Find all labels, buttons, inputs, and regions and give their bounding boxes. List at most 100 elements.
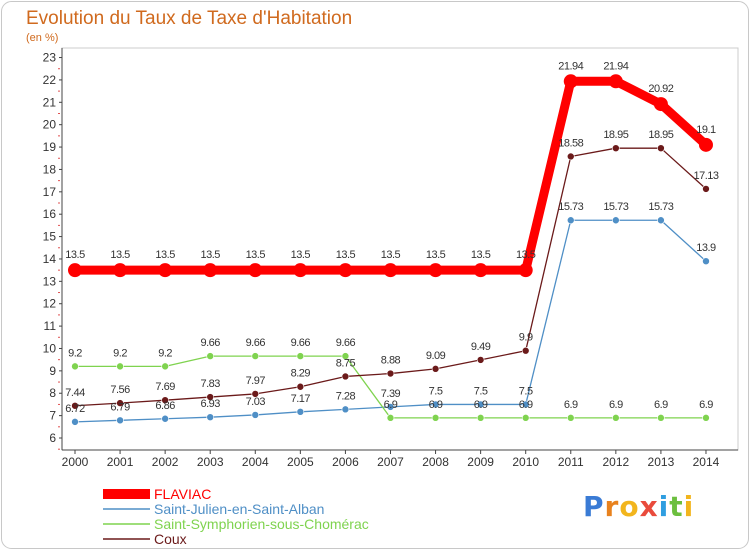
data-point: [657, 216, 665, 225]
data-point: [566, 216, 575, 225]
x-tick-label: 2002: [152, 455, 179, 469]
x-tick-label: 2004: [242, 455, 269, 469]
data-point: [341, 352, 350, 360]
data-point: [476, 356, 485, 364]
data-point: [431, 414, 440, 422]
proxiti-logo: Proxiti: [583, 490, 694, 523]
data-label: 17.13: [693, 170, 718, 182]
data-label: 9.66: [246, 337, 266, 349]
y-tick-label: 23: [43, 51, 57, 65]
logo-letter: i: [684, 490, 695, 523]
data-label: 6.79: [110, 401, 130, 413]
legend-label: Saint-Julien-en-Saint-Alban: [154, 501, 324, 517]
data-point: [71, 418, 79, 426]
y-tick-label: 10: [43, 341, 57, 355]
data-point: [518, 263, 533, 278]
data-point: [113, 263, 128, 278]
x-tick-label: 2008: [422, 455, 449, 469]
data-point: [293, 263, 308, 278]
data-point: [71, 401, 79, 410]
x-tick-label: 2013: [648, 455, 675, 469]
data-point: [68, 263, 82, 278]
y-tick-label: 18: [43, 162, 57, 176]
x-tick-label: 2012: [602, 455, 629, 469]
data-label: 6.9: [519, 399, 533, 411]
chart-subtitle: (en %): [26, 32, 58, 44]
data-label: 6.9: [699, 399, 713, 411]
data-label: 9.9: [519, 332, 533, 344]
series-0: [68, 74, 713, 278]
data-point: [296, 408, 305, 416]
y-tick-label: 7: [49, 409, 56, 423]
series-1: [71, 216, 710, 426]
data-label: 7.83: [200, 378, 220, 390]
data-label: 13.5: [155, 249, 175, 261]
data-label: 15.73: [648, 201, 673, 213]
data-point: [566, 152, 575, 161]
x-tick-label: 2006: [332, 455, 359, 469]
data-point: [612, 216, 620, 225]
y-tick-label: 19: [43, 140, 57, 154]
data-label: 13.9: [696, 242, 716, 254]
data-label: 7.5: [474, 385, 488, 397]
data-point: [386, 414, 395, 422]
data-label: 6.9: [429, 399, 443, 411]
data-point: [521, 414, 530, 422]
y-tick-label: 15: [43, 230, 57, 244]
x-tick-label: 2005: [287, 455, 314, 469]
data-label: 9.66: [336, 337, 356, 349]
data-label: 15.73: [603, 201, 628, 213]
data-point: [206, 393, 215, 401]
data-point: [386, 369, 395, 378]
data-label: 7.5: [429, 385, 443, 397]
y-tick-label: 17: [43, 185, 57, 199]
data-point: [248, 263, 263, 278]
logo-letter: r: [605, 490, 620, 523]
data-label: 9.49: [471, 341, 491, 353]
x-tick-label: 2011: [558, 455, 584, 469]
data-label: 6.9: [609, 399, 623, 411]
y-tick-label: 21: [43, 95, 57, 109]
y-tick-label: 9: [49, 364, 56, 378]
y-tick-label: 12: [43, 297, 57, 311]
data-label: 7.97: [246, 375, 266, 387]
data-label: 8.29: [291, 368, 311, 380]
y-tick-label: 11: [44, 319, 57, 333]
data-label: 20.92: [648, 83, 673, 95]
data-point: [473, 263, 488, 278]
data-point: [657, 414, 665, 422]
data-label: 13.5: [246, 249, 266, 261]
data-point: [251, 390, 260, 398]
data-point: [206, 352, 215, 360]
data-label: 13.5: [426, 249, 446, 261]
data-point: [563, 74, 578, 89]
data-label: 13.5: [516, 249, 536, 261]
y-tick-label: 22: [43, 73, 57, 87]
data-point: [341, 372, 350, 381]
data-label: 13.5: [291, 249, 311, 261]
logo-letter: t: [669, 490, 683, 523]
legend-label: FLAVIAC: [154, 486, 211, 502]
y-tick-label: 6: [49, 431, 56, 445]
data-label: 18.58: [558, 137, 583, 149]
data-point: [161, 414, 169, 423]
data-label: 13.5: [336, 249, 356, 261]
series-3: [71, 144, 710, 410]
data-point: [338, 263, 353, 278]
data-labels: 6.72 6.79 6.86 6.93 7.03 7.17 7.28 7.39 7.5 7.5 7.…: [65, 60, 719, 415]
data-label: 6.93: [200, 398, 220, 410]
legend-label: Coux: [154, 531, 187, 547]
data-label: 7.39: [381, 388, 401, 400]
data-point: [431, 400, 440, 409]
data-point: [341, 405, 350, 414]
data-label: 21.94: [558, 60, 583, 72]
x-tick-label: 2001: [107, 455, 134, 469]
logo-text: Proxiti: [583, 490, 694, 523]
x-tick-label: 2014: [693, 455, 720, 469]
data-point: [476, 414, 485, 422]
legend: FLAVIACSaint-Julien-en-Saint-AlbanSaint-…: [103, 486, 369, 547]
data-label: 6.86: [155, 400, 175, 412]
data-point: [203, 263, 218, 278]
data-label: 15.73: [558, 201, 583, 213]
